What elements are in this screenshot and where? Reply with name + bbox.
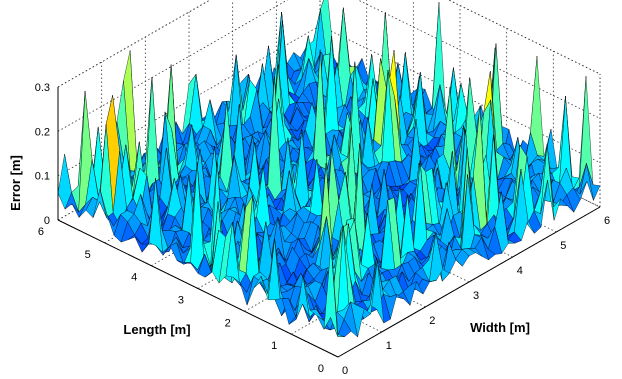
- y-tick-label: 4: [131, 272, 137, 284]
- z-tick-label: 0.3: [35, 82, 50, 94]
- x-tick-label: 1: [386, 340, 392, 352]
- z-tick-label: 0.2: [35, 126, 50, 138]
- z-axis-label: Error [m]: [8, 155, 23, 211]
- y-tick-label: 6: [38, 226, 44, 238]
- x-tick-label: 3: [473, 290, 479, 302]
- x-axis-line: [337, 206, 601, 358]
- y-tick-label: 3: [178, 295, 184, 307]
- y-tick-label: 0: [318, 363, 324, 375]
- y-axis-label: Length [m]: [123, 322, 190, 337]
- x-axis-label: Width [m]: [470, 320, 530, 335]
- z-tick-label: 0.1: [35, 171, 50, 183]
- x-tick-label: 2: [429, 315, 435, 327]
- x-tick-label: 0: [342, 365, 348, 377]
- y-tick-label: 5: [85, 249, 91, 261]
- x-tick-label: 4: [517, 265, 523, 277]
- y-axis-line: [57, 219, 339, 358]
- y-tick-label: 2: [225, 317, 231, 329]
- z-tick-label: 0: [44, 215, 50, 227]
- axes-frame: [57, 87, 601, 358]
- x-tick-label: 5: [560, 240, 566, 252]
- y-tick-label: 1: [271, 340, 277, 352]
- error-surface: [57, 0, 601, 338]
- surface-face: [330, 244, 345, 337]
- x-tick-label: 6: [604, 215, 610, 227]
